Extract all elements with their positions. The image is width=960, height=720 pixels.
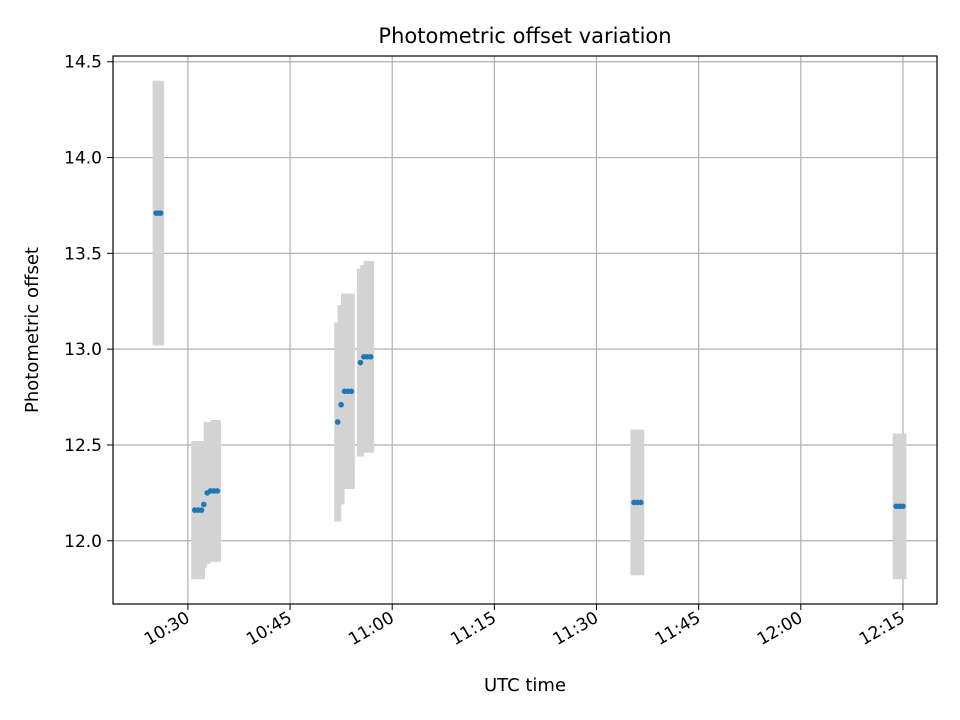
data-point <box>367 354 374 360</box>
y-axis-label: Photometric offset <box>22 247 43 413</box>
y-tick-label: 13.5 <box>64 244 102 264</box>
data-point <box>157 210 164 216</box>
data-point <box>338 401 344 408</box>
data-points <box>153 210 906 513</box>
y-tick-label: 14.0 <box>64 149 102 169</box>
y-axis: 12.0 12.5 13.0 13.5 14.0 14.5 <box>64 53 113 552</box>
data-point <box>334 419 341 425</box>
data-point <box>900 503 906 510</box>
chart-title: Photometric offset variation <box>378 24 671 48</box>
y-tick-label: 12.0 <box>64 532 102 552</box>
y-tick-label: 14.5 <box>64 53 102 73</box>
data-point <box>198 507 205 513</box>
data-point <box>348 388 355 395</box>
x-axis-label: UTC time <box>484 675 566 696</box>
data-point <box>637 499 644 506</box>
plot-frame <box>112 55 938 605</box>
data-point <box>357 359 364 366</box>
data-point <box>214 488 221 494</box>
y-tick-label: 13.0 <box>64 340 102 360</box>
y-tick-label: 12.5 <box>64 436 102 456</box>
grid <box>113 56 937 604</box>
data-point <box>200 501 207 508</box>
